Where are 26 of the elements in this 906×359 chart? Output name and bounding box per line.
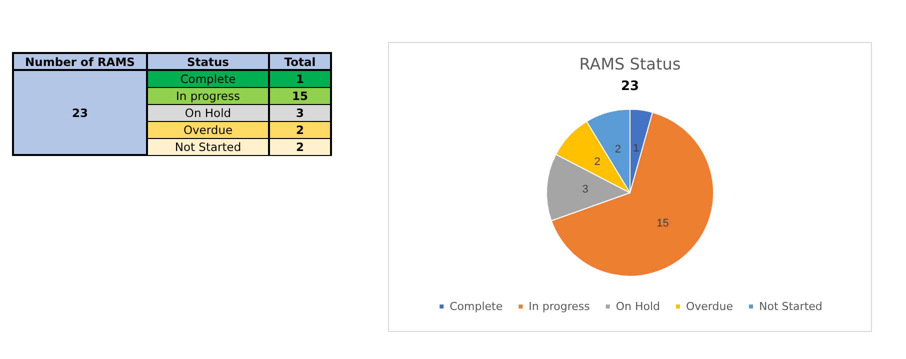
data-label: 15 bbox=[656, 217, 669, 230]
data-label: 2 bbox=[614, 144, 621, 156]
category-label: Complete bbox=[147, 70, 269, 87]
data-label: 3 bbox=[269, 104, 331, 121]
data-label: 1 bbox=[633, 142, 640, 154]
text: Status bbox=[147, 53, 269, 70]
legend-label: Complete bbox=[450, 300, 503, 313]
data-label: 1 bbox=[269, 70, 331, 87]
legend-label: In progress bbox=[528, 300, 590, 313]
legend-label: Overdue bbox=[686, 300, 734, 313]
category-label: On Hold bbox=[147, 104, 269, 121]
chart-title: RAMS Status bbox=[579, 54, 681, 74]
legend-label: On Hold bbox=[616, 300, 660, 313]
data-label: 2 bbox=[594, 156, 600, 168]
data-label: 15 bbox=[269, 87, 331, 104]
data-label: 2 bbox=[269, 121, 331, 138]
text: Number of RAMS bbox=[13, 53, 147, 70]
data-label: 2 bbox=[269, 138, 331, 155]
text: 23 bbox=[13, 70, 147, 155]
data-label: 3 bbox=[582, 184, 588, 196]
chart-subtitle: 23 bbox=[620, 79, 640, 94]
text: Total bbox=[269, 53, 331, 70]
category-label: Not Started bbox=[147, 138, 269, 155]
category-label: In progress bbox=[147, 87, 269, 104]
category-label: Overdue bbox=[147, 121, 269, 138]
legend-label: Not Started bbox=[758, 300, 822, 313]
